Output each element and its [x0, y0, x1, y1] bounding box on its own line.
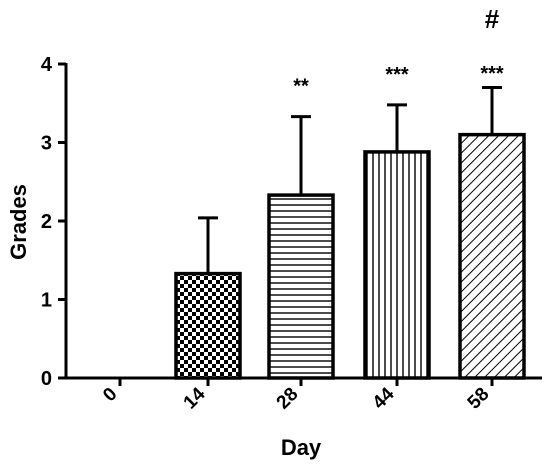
significance-marker: *** [385, 64, 409, 86]
x-tick-label: 58 [464, 384, 494, 414]
x-ticks: 0 14 28 44 58 [99, 378, 494, 414]
x-tick-label: 0 [99, 384, 121, 406]
error-bars [198, 86, 502, 274]
y-tick-label: 2 [41, 211, 52, 233]
significance-markers: ***** ***# [293, 4, 504, 98]
bars [174, 132, 526, 380]
hash-annotation: # [485, 4, 500, 34]
y-tick-label: 0 [41, 368, 52, 390]
x-tick-label: 44 [369, 383, 399, 413]
x-axis-title: Day [281, 435, 322, 460]
bar-day-58 [458, 132, 526, 380]
y-axis-title: Grades [6, 184, 31, 260]
bar-day-44 [363, 150, 431, 380]
y-ticks: 0 1 2 3 4 [41, 54, 66, 390]
bar-day-28 [267, 193, 335, 380]
y-tick-label: 4 [41, 54, 53, 76]
y-tick-label: 1 [41, 290, 52, 312]
significance-marker: *** [480, 63, 504, 85]
x-tick-label: 28 [273, 384, 303, 414]
significance-marker: ** [293, 76, 309, 98]
bar-day-14 [174, 271, 242, 380]
x-tick-label: 14 [180, 383, 210, 413]
y-tick-label: 3 [41, 133, 52, 155]
